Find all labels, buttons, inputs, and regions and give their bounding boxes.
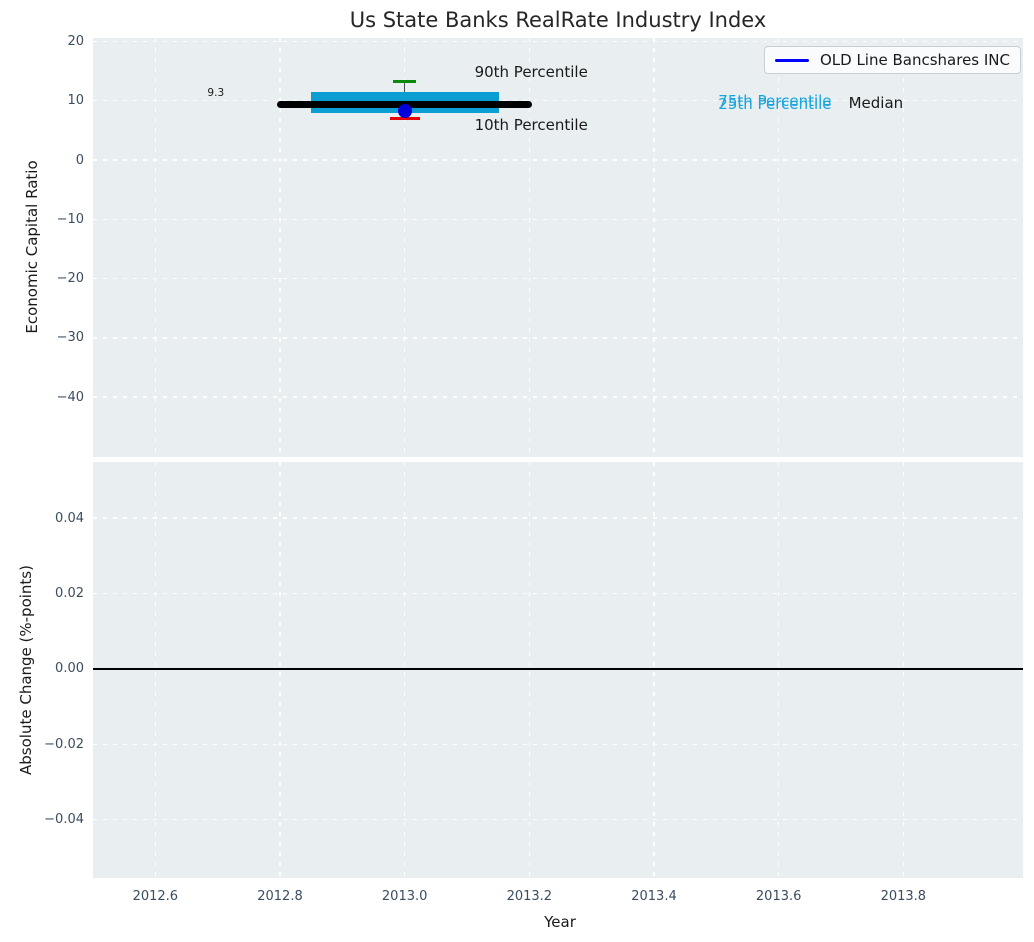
x-gridline [528, 38, 530, 457]
x-gridline [279, 462, 281, 878]
x-tick-label: 2012.8 [257, 889, 303, 904]
axes-background-top [93, 38, 1023, 457]
x-tick-label: 2013.2 [506, 889, 553, 904]
y-tick-label: −10 [56, 211, 84, 227]
annotation-75th-percentile: 75th Percentile [718, 91, 832, 110]
annotation-90th-percentile: 90th Percentile [474, 62, 588, 81]
annotation-median: Median [848, 94, 904, 113]
y-tick-label: 10 [67, 93, 84, 109]
y-tick-label: −30 [56, 330, 84, 346]
annotation-9-3: 9.3 [207, 87, 225, 100]
x-gridline [154, 462, 156, 878]
x-gridline [778, 38, 780, 457]
y-gridline [93, 159, 1023, 161]
y-gridline [93, 100, 1023, 102]
y-gridline [93, 592, 1023, 595]
y-gridline [93, 743, 1023, 745]
legend: OLD Line Bancshares INC [763, 46, 1021, 74]
ylabel-absolute-change: Absolute Change (%-points) [17, 565, 35, 775]
p10-cap [389, 116, 420, 121]
x-gridline [653, 462, 655, 878]
ylabel-economic-capital-ratio: Economic Capital Ratio [23, 160, 41, 334]
y-tick-label: −0.04 [44, 812, 84, 828]
y-tick-label: −20 [56, 271, 84, 287]
y-tick-label: 0.00 [55, 661, 84, 677]
x-tick-label: 2013.8 [880, 889, 927, 904]
legend-label: OLD Line Bancshares INC [819, 51, 1010, 69]
y-gridline [93, 517, 1023, 519]
axes-background-bottom [93, 462, 1023, 878]
x-gridline [902, 38, 904, 457]
x-tick-label: 2013.0 [381, 889, 428, 904]
annotation-10th-percentile: 10th Percentile [474, 116, 588, 135]
p90-cap [393, 79, 416, 83]
x-gridline [279, 38, 281, 457]
y-gridline [93, 818, 1023, 821]
y-tick-label: 0.02 [55, 586, 84, 601]
y-tick-label: 0.04 [55, 510, 84, 526]
x-gridline [404, 38, 406, 457]
y-gridline [93, 277, 1023, 280]
y-tick-label: 0 [75, 152, 84, 168]
legend-line-icon [774, 58, 809, 62]
y-gridline [93, 218, 1023, 220]
x-gridline [404, 462, 406, 878]
y-tick-label: −0.02 [44, 736, 84, 752]
x-tick-label: 2013.6 [755, 889, 802, 904]
zero-line [93, 668, 1023, 670]
x-gridline [528, 462, 530, 878]
x-gridline [653, 38, 655, 457]
y-tick-label: 20 [67, 34, 84, 50]
annotation-25th-percentile: 25th Percentile [718, 95, 832, 114]
y-tick-label: −40 [56, 389, 84, 405]
x-gridline [778, 462, 780, 878]
y-gridline [93, 396, 1023, 398]
x-gridline [154, 38, 156, 457]
y-gridline [93, 337, 1023, 339]
xlabel-year: Year [544, 913, 576, 931]
x-tick-label: 2012.6 [132, 889, 179, 904]
x-gridline [902, 462, 904, 878]
x-tick-label: 2013.4 [631, 889, 677, 904]
y-gridline [93, 40, 1023, 43]
company-point [397, 103, 412, 118]
chart-title: Us State Banks RealRate Industry Index [349, 8, 767, 32]
